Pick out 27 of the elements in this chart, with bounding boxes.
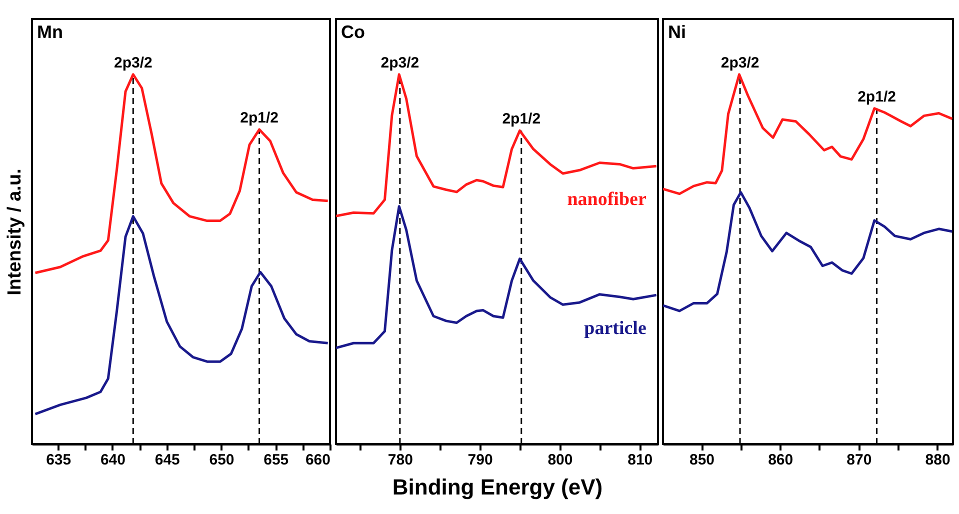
annotation: 2p1/2: [502, 110, 541, 128]
x-tick-label: 850: [689, 452, 715, 468]
chart-title: Mn: [37, 22, 63, 42]
x-tick-label: 640: [100, 452, 126, 468]
series-label: nanofiber: [567, 189, 647, 210]
x-tick-label: 790: [468, 452, 493, 468]
x-tick-label: 880: [925, 452, 950, 468]
x-tick-label: 810: [628, 452, 653, 468]
annotation: 2p3/2: [380, 54, 420, 72]
x-tick-label: 860: [768, 452, 794, 468]
x-tick-label: 780: [388, 452, 413, 468]
x-tick-label: 660: [305, 452, 330, 468]
x-tick-label: 635: [46, 452, 72, 468]
x-tick-label: 800: [548, 452, 573, 468]
x-tick-label: 650: [209, 452, 234, 468]
chart-title: Ni: [668, 22, 686, 42]
annotation: 2p1/2: [240, 110, 278, 126]
annotation: 2p3/2: [720, 54, 760, 72]
annotation: 2p1/2: [858, 88, 896, 106]
series-label: particle: [584, 318, 646, 340]
y-axis-title: Intensity / a.u.: [4, 168, 26, 296]
chart-title: Co: [341, 22, 365, 42]
x-tick-label: 870: [846, 452, 872, 468]
x-axis-title: Binding Energy (eV): [392, 474, 603, 500]
annotation: 2p3/2: [114, 54, 152, 72]
x-tick-label: 655: [264, 452, 289, 468]
x-tick-label: 645: [154, 452, 180, 468]
